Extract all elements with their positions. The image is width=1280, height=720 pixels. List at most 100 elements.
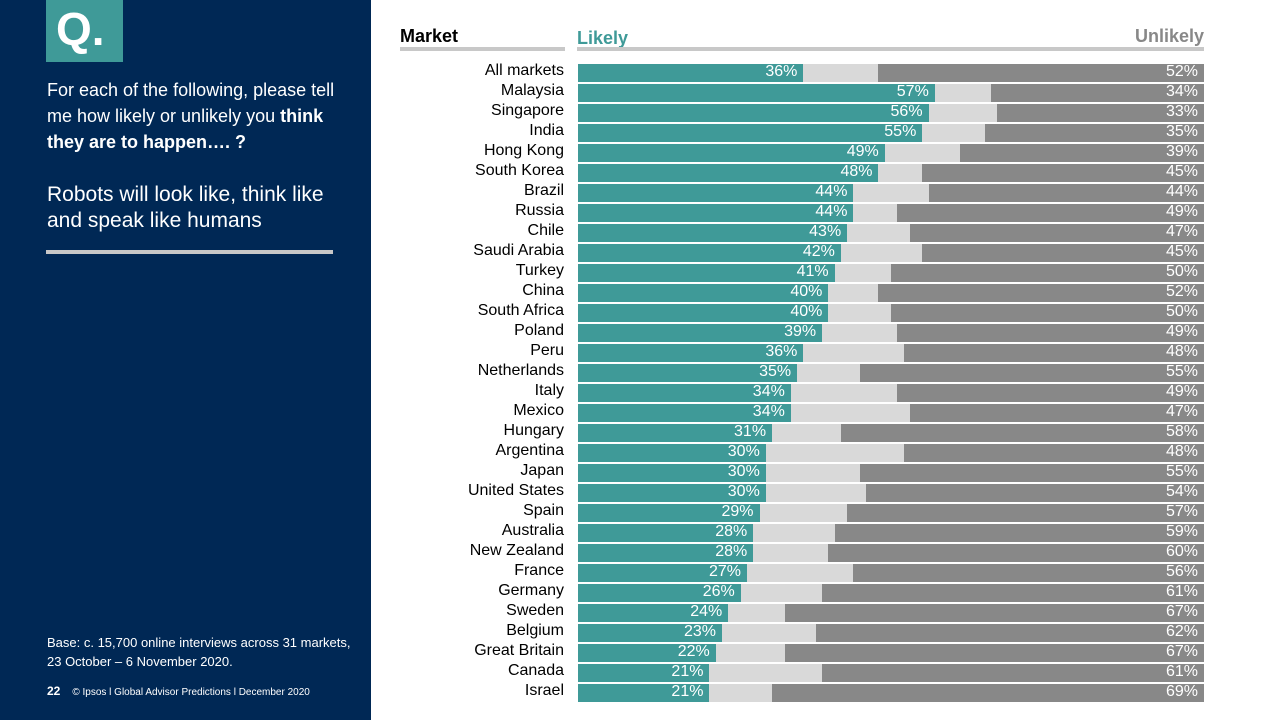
likely-value: 57%	[896, 83, 929, 100]
bar-track: 44% 44%	[578, 183, 1204, 202]
unlikely-value: 49%	[1165, 203, 1198, 220]
unlikely-bar: 61%	[822, 663, 1204, 682]
unlikely-value: 50%	[1165, 263, 1198, 280]
likely-value: 21%	[671, 683, 704, 700]
bar-track: 26% 61%	[578, 583, 1204, 602]
chart-row: Saudi Arabia 42% 45%	[380, 242, 1280, 262]
unlikely-bar: 39%	[959, 143, 1204, 162]
unlikely-bar: 58%	[840, 423, 1204, 442]
bar-track: 39% 49%	[578, 323, 1204, 342]
likely-value: 30%	[727, 443, 760, 460]
likely-bar: 35%	[578, 363, 798, 382]
bar-track: 31% 58%	[578, 423, 1204, 442]
market-label: France	[514, 562, 564, 579]
bar-track: 34% 49%	[578, 383, 1204, 402]
market-label: Singapore	[491, 102, 564, 119]
unlikely-bar: 62%	[815, 623, 1204, 642]
unlikely-bar: 52%	[878, 283, 1204, 302]
footer-text: © Ipsos l Global Advisor Predictions l D…	[72, 687, 310, 698]
header-rule-values	[577, 47, 1204, 51]
likely-bar: 34%	[578, 403, 791, 422]
likely-bar: 56%	[578, 103, 929, 122]
base-note: Base: c. 15,700 online interviews across…	[47, 635, 351, 669]
question-badge-text: Q.	[56, 3, 105, 55]
chart-row: Malaysia 57% 34%	[380, 82, 1280, 102]
likely-value: 22%	[677, 643, 710, 660]
likely-value: 55%	[884, 123, 917, 140]
likely-bar: 27%	[578, 563, 748, 582]
market-label: Russia	[515, 202, 564, 219]
likely-bar: 43%	[578, 223, 848, 242]
question-text-bold: think they are to happen…. ?	[47, 106, 324, 152]
market-label: Japan	[520, 462, 564, 479]
unlikely-value: 47%	[1165, 403, 1198, 420]
likely-bar: 44%	[578, 183, 854, 202]
bar-track: 43% 47%	[578, 223, 1204, 242]
market-label: Australia	[501, 522, 564, 539]
likely-value: 30%	[727, 483, 760, 500]
unlikely-value: 59%	[1165, 523, 1198, 540]
likely-bar: 21%	[578, 683, 710, 702]
footer: 22 © Ipsos l Global Advisor Predictions l…	[47, 684, 310, 698]
likely-bar: 36%	[578, 63, 804, 82]
bar-track: 22% 67%	[578, 643, 1204, 662]
market-label: Sweden	[506, 602, 564, 619]
bar-track: 28% 59%	[578, 523, 1204, 542]
bar-track: 27% 56%	[578, 563, 1204, 582]
bar-track: 57% 34%	[578, 83, 1204, 102]
likely-bar: 40%	[578, 303, 829, 322]
bar-track: 40% 50%	[578, 303, 1204, 322]
unlikely-value: 52%	[1165, 283, 1198, 300]
likely-value: 31%	[734, 423, 767, 440]
unlikely-bar: 60%	[828, 543, 1204, 562]
chart-row: Germany 26% 61%	[380, 582, 1280, 602]
unlikely-value: 49%	[1165, 323, 1198, 340]
chart-row: United States 30% 54%	[380, 482, 1280, 502]
unlikely-bar: 47%	[909, 403, 1204, 422]
chart-row: Singapore 56% 33%	[380, 102, 1280, 122]
likely-value: 34%	[752, 383, 785, 400]
bar-track: 34% 47%	[578, 403, 1204, 422]
unlikely-value: 34%	[1165, 83, 1198, 100]
chart-row: Brazil 44% 44%	[380, 182, 1280, 202]
chart-row: Sweden 24% 67%	[380, 602, 1280, 622]
market-label: United States	[467, 482, 564, 499]
header-rule-market	[400, 47, 565, 51]
chart-row: Peru 36% 48%	[380, 342, 1280, 362]
unlikely-bar: 55%	[859, 363, 1204, 382]
statement: Robots will look like, think like and sp…	[47, 183, 324, 232]
likely-value: 42%	[802, 243, 835, 260]
bar-track: 21% 61%	[578, 663, 1204, 682]
chart-row: Italy 34% 49%	[380, 382, 1280, 402]
likely-bar: 28%	[578, 543, 754, 562]
bar-track: 48% 45%	[578, 163, 1204, 182]
bar-track: 41% 50%	[578, 263, 1204, 282]
unlikely-value: 55%	[1165, 463, 1198, 480]
unlikely-value: 39%	[1165, 143, 1198, 160]
market-label: All markets	[484, 62, 564, 79]
bar-track: 36% 52%	[578, 63, 1204, 82]
bar-track: 49% 39%	[578, 143, 1204, 162]
chart-row: New Zealand 28% 60%	[380, 542, 1280, 562]
bar-track: 23% 62%	[578, 623, 1204, 642]
unlikely-bar: 48%	[903, 343, 1204, 362]
likely-bar: 31%	[578, 423, 773, 442]
bar-track: 28% 60%	[578, 543, 1204, 562]
unlikely-value: 67%	[1165, 603, 1198, 620]
likely-bar: 48%	[578, 163, 879, 182]
unlikely-bar: 50%	[891, 303, 1204, 322]
unlikely-value: 45%	[1165, 163, 1198, 180]
unlikely-value: 57%	[1165, 503, 1198, 520]
unlikely-bar: 49%	[897, 383, 1204, 402]
unlikely-value: 45%	[1165, 243, 1198, 260]
unlikely-bar: 33%	[997, 103, 1204, 122]
market-label: South Korea	[475, 162, 564, 179]
likely-value: 29%	[721, 503, 754, 520]
likely-value: 49%	[846, 143, 879, 160]
likely-bar: 44%	[578, 203, 854, 222]
likely-value: 21%	[671, 663, 704, 680]
chart-row: South Korea 48% 45%	[380, 162, 1280, 182]
likely-value: 36%	[765, 343, 798, 360]
bar-track: 24% 67%	[578, 603, 1204, 622]
likely-value: 28%	[715, 523, 748, 540]
